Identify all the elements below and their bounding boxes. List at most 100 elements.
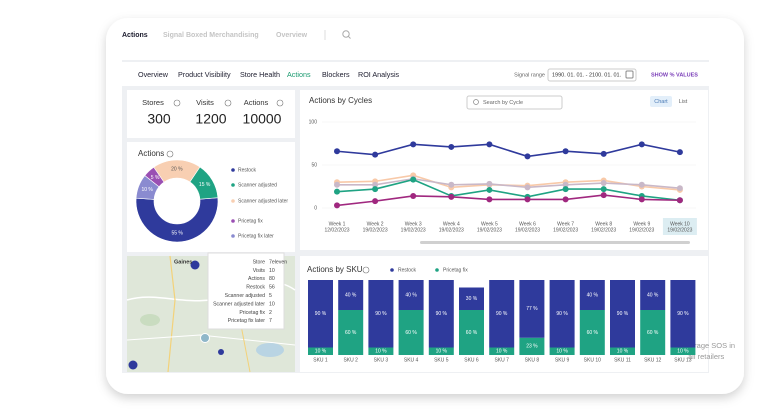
line — [336, 143, 681, 158]
show-percent-toggle[interactable]: SHOW % VALUES — [651, 72, 698, 78]
line-point — [486, 180, 493, 187]
y-tick-label: 0 — [314, 205, 317, 211]
slice-label: 15 % — [199, 182, 211, 188]
tooltip-value: 10 — [269, 268, 275, 274]
x-tick-label: SKU 10 — [584, 357, 601, 363]
x-tick-date: 19/02/2023 — [553, 227, 578, 233]
line-point — [676, 197, 683, 204]
tab[interactable]: Overview — [276, 32, 308, 39]
bar-label: 10 % — [375, 349, 387, 355]
nav-item[interactable]: Blockers — [322, 70, 350, 79]
line-point — [600, 180, 607, 187]
legend-label: Scanner adjusted later — [238, 198, 288, 204]
nav-item[interactable]: ROI Analysis — [358, 70, 400, 79]
nav-item[interactable]: Overview — [138, 70, 169, 79]
donut-slice — [135, 175, 160, 200]
card-title: Actions by SKU — [307, 265, 363, 274]
bar-segment — [489, 347, 515, 355]
line-point — [638, 141, 645, 148]
x-tick-label: SKU 1 — [313, 357, 328, 363]
bar-label: 90 % — [496, 311, 508, 317]
signal-range-label: Signal range — [514, 72, 545, 78]
nav-item[interactable]: Actions — [287, 70, 311, 79]
bar-label: 23 % — [526, 344, 538, 350]
bar-label: 10 % — [556, 349, 568, 355]
legend-swatch — [231, 219, 235, 223]
x-tick-date: 12/02/2023 — [324, 227, 349, 233]
bar-segment — [519, 337, 545, 355]
card-title: Actions — [138, 149, 164, 158]
line — [336, 178, 680, 202]
line-point — [562, 181, 569, 188]
view-option[interactable]: List — [679, 99, 688, 105]
kpi-card — [127, 90, 295, 138]
kpi-value: 1200 — [195, 111, 226, 127]
line-point — [372, 198, 379, 205]
bar-label: 30 % — [466, 296, 478, 302]
legend-label: Restock — [238, 167, 257, 173]
bar-label: 90 % — [677, 311, 689, 317]
x-tick-label: SKU 12 — [644, 357, 661, 363]
bar-label: 40 % — [587, 292, 599, 298]
bar-label: 10 % — [315, 349, 327, 355]
line-point — [524, 196, 531, 203]
overlay-text: all retailers — [688, 352, 725, 361]
bar-segment — [428, 347, 454, 355]
line-point — [372, 186, 379, 193]
tooltip-label: Actions — [248, 276, 265, 282]
bar-segment — [579, 310, 605, 355]
search-icon[interactable] — [342, 30, 351, 39]
donut-slice — [135, 197, 219, 243]
nav-item[interactable]: Store Health — [240, 70, 280, 79]
bar-segment — [549, 280, 575, 348]
overlay-text: erage SOS in — [690, 341, 735, 350]
line-point — [676, 149, 683, 156]
x-tick-label: Week 6 — [519, 221, 536, 227]
kpi-value: 300 — [147, 111, 171, 127]
x-tick-label: Week 9 — [633, 221, 650, 227]
nav-item[interactable]: Product Visibility — [178, 70, 231, 79]
x-tick-label: SKU 13 — [674, 357, 691, 363]
tooltip-label: Scanner adjusted — [225, 293, 265, 299]
scrollbar[interactable] — [420, 241, 690, 244]
x-tick-label: Week 8 — [595, 221, 612, 227]
view-option[interactable]: Chart — [654, 99, 668, 105]
date-input[interactable] — [547, 68, 637, 82]
tooltip-label: Pricetag fix — [239, 310, 265, 316]
line-point — [372, 151, 379, 158]
slice-label: 20 % — [171, 166, 183, 172]
x-tick-date: 19/02/2023 — [363, 227, 388, 233]
tooltip-value: 56 — [269, 285, 275, 291]
legend-swatch — [231, 234, 235, 238]
x-tick-date: 19/02/2023 — [591, 227, 616, 233]
x-tick-label: Week 10 — [670, 221, 690, 227]
tooltip-label: Scanner adjusted later — [213, 301, 265, 307]
x-tick-label: Week 4 — [443, 221, 460, 227]
slice-label: 10 % — [141, 187, 153, 193]
x-tick-date: 19/02/2023 — [401, 227, 426, 233]
bar-segment — [489, 280, 515, 348]
line — [337, 177, 680, 190]
x-tick-label: Week 7 — [557, 221, 574, 227]
line-point — [486, 196, 493, 203]
tooltip-value: 7 — [269, 318, 272, 324]
line-point — [562, 196, 569, 203]
search-placeholder: Search by Cycle — [483, 100, 523, 106]
search-box[interactable] — [466, 95, 563, 110]
tooltip-value: 10 — [269, 301, 275, 307]
card-title: Actions by Cycles — [309, 96, 372, 105]
bar-label: 10 % — [436, 349, 448, 355]
legend-label: Pricetag fix — [443, 267, 468, 273]
calendar-icon[interactable] — [625, 70, 634, 79]
tab[interactable]: Actions — [122, 32, 148, 39]
bar-label: 90 % — [617, 311, 629, 317]
legend-label: Scanner adjusted — [238, 182, 277, 188]
tooltip-value: 2 — [269, 310, 272, 316]
x-tick-date: 19/02/2023 — [667, 227, 692, 233]
bar-label: 40 % — [405, 292, 417, 298]
bar-label: 10 % — [496, 349, 508, 355]
tab[interactable]: Signal Boxed Merchandising — [163, 32, 259, 39]
bar-segment — [428, 280, 454, 348]
line-point — [334, 148, 340, 155]
x-tick-label: SKU 9 — [555, 357, 570, 363]
